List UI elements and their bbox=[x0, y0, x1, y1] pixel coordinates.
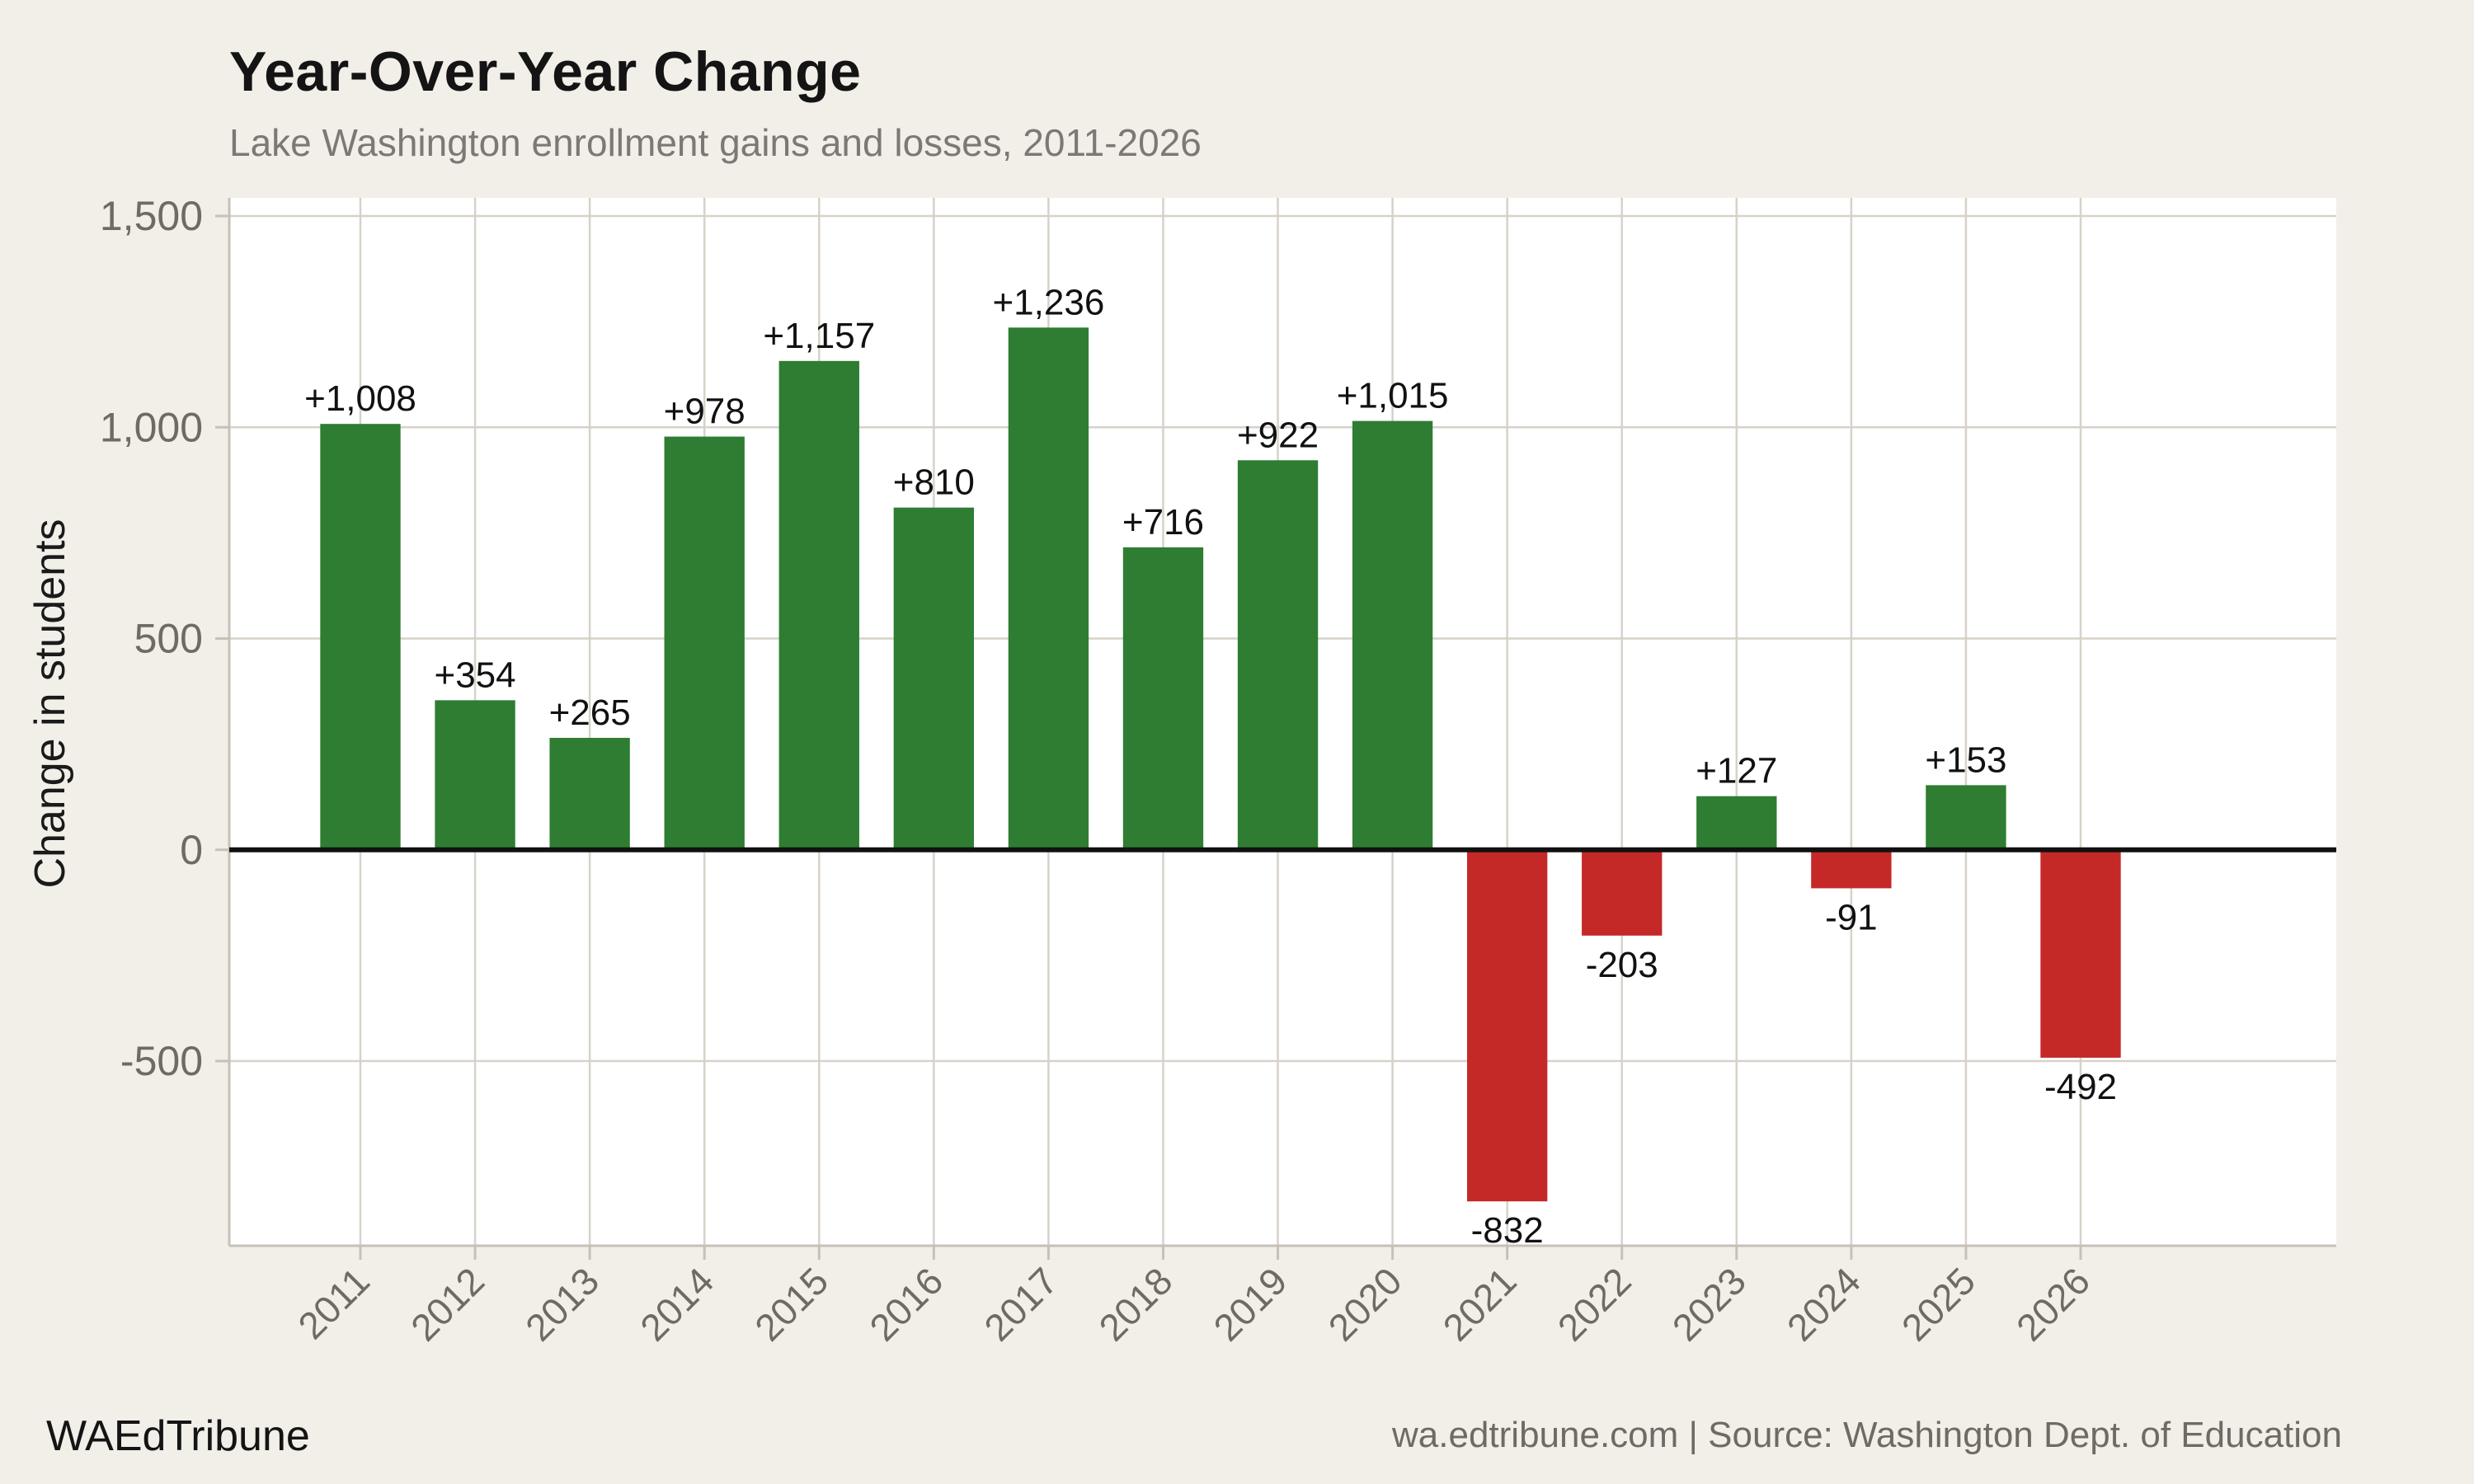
x-tick-label-2019: 2019 bbox=[1205, 1259, 1295, 1349]
x-tick-label-2026: 2026 bbox=[2008, 1259, 2098, 1349]
bar-2016 bbox=[893, 507, 975, 850]
bar-label-2012: +354 bbox=[435, 655, 516, 695]
bar-label-2023: +127 bbox=[1696, 751, 1777, 791]
x-tick-label-2023: 2023 bbox=[1664, 1259, 1754, 1349]
bar-label-2021: -832 bbox=[1471, 1210, 1544, 1251]
bar-2025 bbox=[1926, 785, 2006, 850]
bar-label-2011: +1,008 bbox=[304, 378, 416, 419]
x-tick-label-2013: 2013 bbox=[517, 1259, 607, 1349]
bar-2022 bbox=[1582, 849, 1663, 936]
y-tick-label--500: -500 bbox=[120, 1038, 203, 1084]
bar-label-2020: +1,015 bbox=[1337, 376, 1449, 416]
chart-title: Year-Over-Year Change bbox=[229, 40, 862, 103]
bar-2012 bbox=[435, 700, 515, 850]
y-tick-label-1500: 1,500 bbox=[100, 193, 203, 239]
bar-2017 bbox=[1008, 327, 1089, 850]
bar-label-2019: +922 bbox=[1237, 415, 1319, 455]
bar-2021 bbox=[1466, 849, 1548, 1202]
bar-2015 bbox=[778, 360, 859, 850]
x-tick-label-2018: 2018 bbox=[1090, 1259, 1180, 1349]
y-tick-label-500: 500 bbox=[134, 616, 203, 662]
bar-label-2017: +1,236 bbox=[992, 282, 1104, 322]
x-tick-label-2021: 2021 bbox=[1435, 1259, 1525, 1349]
x-tick-label-2017: 2017 bbox=[976, 1259, 1065, 1349]
bar-label-2026: -492 bbox=[2044, 1067, 2117, 1107]
x-tick-label-2020: 2020 bbox=[1320, 1259, 1410, 1349]
bar-2019 bbox=[1237, 460, 1319, 850]
footer-source: wa.edtribune.com | Source: Washington De… bbox=[1392, 1415, 2342, 1455]
bar-label-2025: +153 bbox=[1925, 740, 2006, 780]
bar-2011 bbox=[320, 424, 401, 850]
bar-label-2024: -91 bbox=[1825, 897, 1878, 937]
x-tick-label-2011: 2011 bbox=[289, 1259, 378, 1347]
bar-2023 bbox=[1696, 796, 1777, 850]
y-tick-label-0: 0 bbox=[180, 827, 203, 873]
bar-label-2015: +1,157 bbox=[763, 316, 875, 356]
bar-label-2013: +265 bbox=[549, 693, 631, 733]
x-tick-label-2014: 2014 bbox=[632, 1259, 722, 1349]
chart-subtitle: Lake Washington enrollment gains and los… bbox=[229, 121, 1202, 164]
bar-2013 bbox=[549, 737, 630, 850]
x-tick-label-2022: 2022 bbox=[1550, 1259, 1639, 1349]
bar-2026 bbox=[2040, 849, 2121, 1058]
x-tick-label-2015: 2015 bbox=[746, 1259, 836, 1349]
bar-label-2018: +716 bbox=[1122, 502, 1204, 542]
x-tick-label-2012: 2012 bbox=[402, 1259, 492, 1349]
bar-2018 bbox=[1122, 547, 1204, 850]
bar-label-2016: +810 bbox=[893, 463, 975, 503]
x-tick-label-2024: 2024 bbox=[1779, 1259, 1869, 1349]
x-tick-label-2016: 2016 bbox=[861, 1259, 951, 1349]
bar-2014 bbox=[664, 436, 745, 850]
footer-brand: WAEdTribune bbox=[46, 1412, 310, 1460]
x-tick-label-2025: 2025 bbox=[1893, 1259, 1983, 1349]
bar-label-2014: +978 bbox=[664, 392, 745, 432]
y-tick-label-1000: 1,000 bbox=[100, 404, 203, 450]
bar-label-2022: -203 bbox=[1586, 945, 1658, 985]
y-axis-title: Change in students bbox=[26, 519, 74, 888]
bar-2020 bbox=[1352, 420, 1433, 850]
bar-2024 bbox=[1811, 849, 1892, 889]
